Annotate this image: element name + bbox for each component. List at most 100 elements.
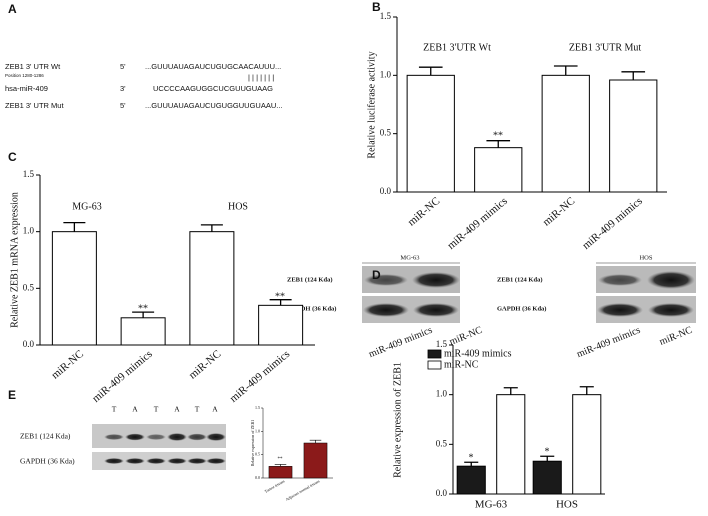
error-bar (274, 464, 287, 467)
band (104, 434, 124, 440)
band (413, 303, 459, 317)
error-bar (200, 224, 223, 232)
y-axis-label: Relative ZEB1 mRNA expression (9, 192, 20, 328)
error-bar (540, 455, 555, 462)
blot-lane: miR-NC (448, 325, 484, 348)
blot-row: GAPDH (36 Kda) (20, 457, 75, 466)
blot-lane: A (174, 405, 180, 414)
y-tick-label: 0.5 (23, 282, 35, 292)
y-tick-label: 0.5 (436, 438, 448, 448)
blot-row: ZEB1 (124 Kda) (287, 276, 333, 283)
y-tick-label: 1.5 (380, 11, 392, 21)
bar (456, 465, 486, 495)
error-bar (486, 140, 511, 148)
bar (496, 394, 526, 495)
blot-lane: T (154, 405, 159, 414)
x-tick-label: miR-NC (187, 348, 224, 382)
x-tick-label: miR-NC (406, 195, 443, 229)
blot-row: GAPDH (36 Kda) (497, 305, 546, 312)
sequence: ...GUUUAUAGAUCUGUGCAACAUUU... (145, 62, 281, 71)
annotation: ** (493, 130, 503, 141)
bar (406, 74, 455, 193)
band (364, 274, 408, 286)
y-tick-label: 0.0 (23, 339, 35, 349)
blot-row: GAPDH (36 Kda) (287, 305, 336, 312)
bar (51, 231, 97, 346)
legend-swatch (427, 349, 442, 359)
band (412, 272, 460, 288)
y-tick-label: 1.0 (23, 226, 35, 236)
seq-note: Position 1280-1286 (5, 73, 44, 78)
blot-lane: miR-409 mimics (367, 325, 434, 361)
band (125, 433, 145, 441)
x-tick-label: Tumor tissues (264, 478, 286, 494)
x-tick-label: miR-409 mimics (580, 195, 645, 252)
bar (303, 442, 328, 479)
x-tick-label: HOS (556, 499, 578, 511)
y-tick-label: 1.5 (23, 169, 35, 179)
blot-cell: MG-63 (400, 254, 419, 261)
legend-label: miR-409 mimics (444, 348, 512, 359)
y-tick-label: 1.0 (436, 389, 448, 399)
panel-label: A (8, 2, 17, 16)
pairing: | | | | | | | (248, 73, 274, 82)
blot-row: ZEB1 (124 Kda) (20, 432, 71, 441)
bar (268, 466, 293, 479)
panel-label: E (8, 388, 16, 402)
y-axis-label: Relative expression of ZEB1 (392, 362, 403, 478)
error-bar (418, 66, 443, 76)
y-tick-label: 0.0 (380, 186, 392, 196)
legend-label: miR-NC (444, 359, 479, 370)
band (598, 274, 642, 286)
sequence: UCCCCAAGUGGCUCGUUGUAAG (153, 84, 273, 93)
annotation: ZEB1 3'UTR Wt (423, 42, 491, 53)
y-tick-label: 0.5 (380, 128, 392, 138)
x-tick-label: miR-NC (541, 195, 578, 229)
x-tick-label: miR-409 mimics (90, 348, 155, 405)
band (104, 458, 124, 464)
y-tick-label: 1.5 (436, 339, 448, 349)
band (187, 458, 207, 464)
band (597, 303, 643, 317)
y-axis-label: Relative luciferase activity (366, 51, 377, 158)
band (146, 434, 166, 440)
band (206, 433, 226, 441)
bar (120, 317, 166, 346)
panel-label: B (372, 0, 381, 14)
x-tick-label: MG-63 (475, 499, 508, 511)
seq-name: ZEB1 3' UTR Mut (5, 101, 64, 110)
bar (541, 74, 590, 193)
x-tick-label: Adjacent normal tissues (285, 478, 321, 502)
error-bar (63, 221, 86, 232)
error-bar (464, 461, 479, 467)
annotation: MG-63 (72, 201, 101, 212)
sequence: ...GUUUAUAGAUCUGUGGUUGUAAU... (145, 101, 283, 110)
bar (532, 460, 562, 495)
annotation: ** (275, 291, 285, 302)
x-tick-label: miR-NC (49, 348, 86, 382)
blot-cell: HOS (639, 254, 652, 261)
y-axis-label: Relative expression of ZEB1 (250, 420, 255, 466)
bar (189, 231, 235, 346)
seq-end: 5' (120, 62, 126, 71)
panel-label: D (372, 268, 381, 282)
seq-end: 5' (120, 101, 126, 110)
annotation: ** (278, 457, 284, 462)
y-tick-label: 0.0 (255, 475, 260, 480)
y-tick-label: 1.0 (380, 69, 392, 79)
x-tick-label: miR-409 mimics (228, 348, 293, 405)
error-bar (553, 65, 578, 76)
blot-lane: T (195, 405, 200, 414)
y-tick-label: 0.5 (255, 452, 260, 457)
bar (572, 394, 602, 495)
seq-name: hsa-miR-409 (5, 84, 48, 93)
band (363, 303, 409, 317)
blot-lane: A (212, 405, 218, 414)
blot-lane: miR-NC (658, 325, 694, 348)
error-bar (621, 71, 646, 80)
bar (609, 79, 658, 193)
band (167, 433, 187, 441)
band (206, 458, 226, 464)
seq-name: ZEB1 3' UTR Wt (5, 62, 61, 71)
y-tick-label: 1.5 (255, 405, 260, 410)
